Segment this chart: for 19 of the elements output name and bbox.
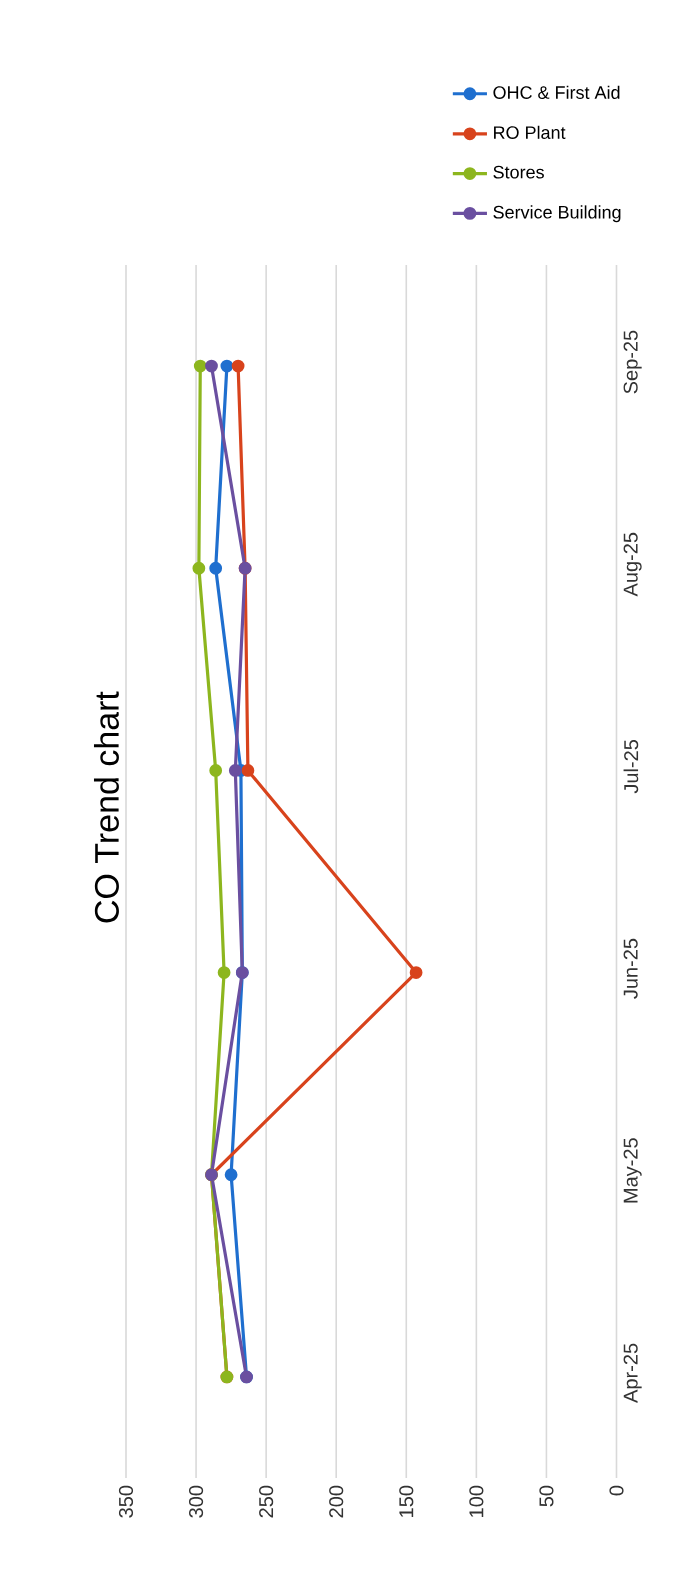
x-tick-label: 150 bbox=[399, 1485, 414, 1517]
legend-label: Service Building bbox=[493, 205, 621, 223]
legend-label: OHC & First Aid bbox=[493, 85, 620, 99]
y-tick-label: Aug-25 bbox=[623, 532, 642, 597]
x-tick-label: 300 bbox=[188, 1485, 204, 1518]
y-tick-label: Apr-25 bbox=[623, 1343, 642, 1403]
y-tick-label: Sep-25 bbox=[623, 330, 642, 394]
x-tick-label: 250 bbox=[259, 1485, 274, 1518]
text: CO Trend chart bbox=[93, 691, 119, 923]
y-tick-label: Jul-25 bbox=[623, 740, 639, 794]
x-tick-label: 100 bbox=[469, 1485, 484, 1517]
y-tick-label: Jun-25 bbox=[623, 938, 638, 999]
x-tick-label: 50 bbox=[539, 1485, 554, 1507]
x-tick-label: 0 bbox=[609, 1485, 624, 1496]
legend-label: RO Plant bbox=[494, 125, 566, 139]
y-tick-label: May-25 bbox=[623, 1138, 642, 1203]
x-tick-label: 350 bbox=[118, 1485, 134, 1518]
x-tick-label: 200 bbox=[329, 1485, 344, 1518]
legend-label: Stores bbox=[493, 165, 544, 179]
